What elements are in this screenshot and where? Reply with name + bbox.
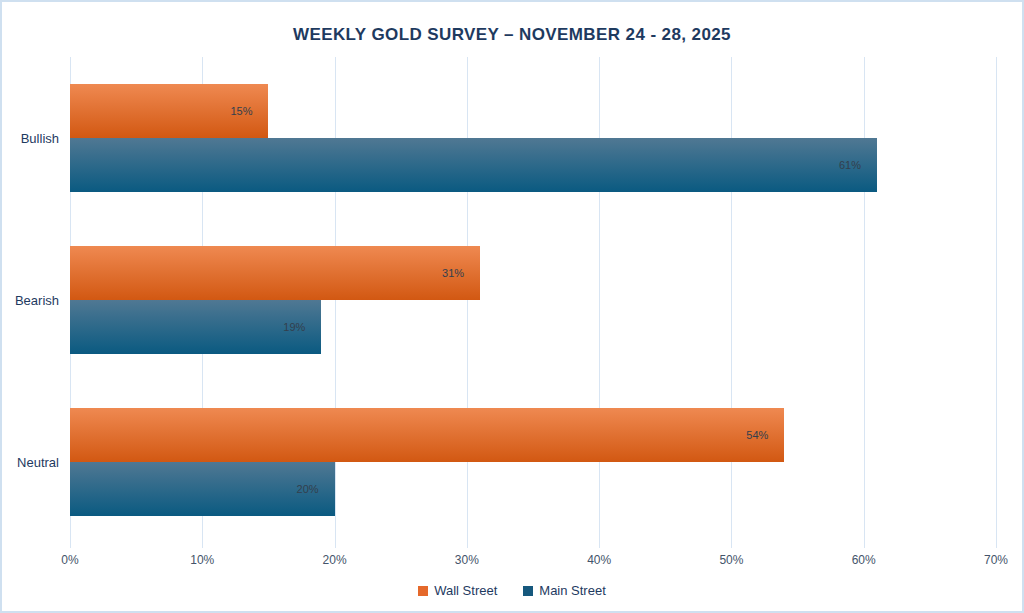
value-label: 20%: [297, 483, 319, 495]
bar-wall-street-bullish: 15%: [70, 84, 268, 138]
x-tick-label-10%: 10%: [190, 553, 214, 567]
chart-legend: Wall Street Main Street: [2, 583, 1022, 598]
category-label-neutral: Neutral: [0, 455, 59, 470]
gridline-20%: [335, 57, 336, 548]
chart-title: WEEKLY GOLD SURVEY – NOVEMBER 24 - 28, 2…: [2, 25, 1022, 45]
x-tick-label-20%: 20%: [323, 553, 347, 567]
bar-main-street-bearish: 19%: [70, 300, 321, 354]
bar-main-street-neutral: 20%: [70, 462, 335, 516]
chart-page: { "page": { "background": "#ffffff", "bo…: [0, 0, 1024, 613]
value-label: 54%: [746, 429, 768, 441]
gridline-30%: [467, 57, 468, 548]
x-tick-label-40%: 40%: [587, 553, 611, 567]
gridline-40%: [599, 57, 600, 548]
legend-item-wall-street: Wall Street: [418, 583, 497, 598]
legend-label: Wall Street: [434, 583, 497, 598]
gridline-60%: [864, 57, 865, 548]
gridline-70%: [996, 57, 997, 548]
bar-main-street-bullish: 61%: [70, 138, 877, 192]
bar-wall-street-bearish: 31%: [70, 246, 480, 300]
x-tick-label-0%: 0%: [61, 553, 78, 567]
bar-wall-street-neutral: 54%: [70, 408, 784, 462]
legend-label: Main Street: [539, 583, 605, 598]
category-label-bullish: Bullish: [0, 131, 59, 146]
value-label: 31%: [442, 267, 464, 279]
legend-swatch-wall-street: [418, 586, 428, 596]
x-tick-label-50%: 50%: [719, 553, 743, 567]
x-tick-label-30%: 30%: [455, 553, 479, 567]
value-label: 61%: [839, 159, 861, 171]
value-label: 19%: [283, 321, 305, 333]
plot-area: 0%10%20%30%40%50%60%70%Bullish15%61%Bear…: [70, 57, 996, 543]
legend-item-main-street: Main Street: [523, 583, 605, 598]
x-tick-label-70%: 70%: [984, 553, 1008, 567]
legend-swatch-main-street: [523, 586, 533, 596]
gridline-50%: [731, 57, 732, 548]
value-label: 15%: [230, 105, 252, 117]
category-label-bearish: Bearish: [0, 293, 59, 308]
x-tick-label-60%: 60%: [852, 553, 876, 567]
